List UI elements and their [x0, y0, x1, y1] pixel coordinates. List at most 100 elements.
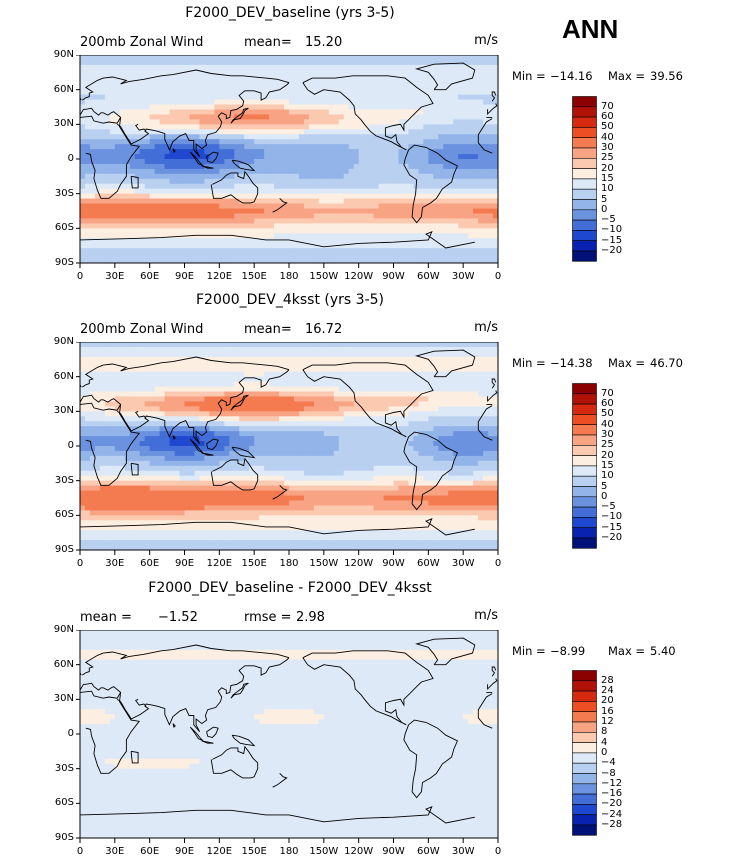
field-cell	[189, 134, 195, 140]
field-cell	[169, 55, 175, 61]
field-cell	[483, 139, 489, 145]
field-cell	[154, 401, 161, 407]
field-cell	[269, 163, 275, 170]
field-cell	[154, 371, 161, 378]
field-cell	[338, 149, 345, 155]
field-cell	[488, 173, 494, 180]
field-cell	[368, 183, 374, 190]
field-cell	[284, 94, 290, 100]
field-cell	[433, 193, 439, 200]
field-cell	[448, 376, 454, 383]
field-cell	[388, 149, 394, 155]
field-cell	[388, 99, 394, 105]
field-cell	[239, 411, 245, 417]
field-cell	[303, 228, 310, 234]
field-cell	[219, 391, 225, 397]
field-cell	[468, 114, 474, 120]
field-cell	[448, 361, 454, 368]
field-cell	[104, 346, 111, 353]
field-cell	[134, 163, 141, 170]
field-cell	[199, 183, 205, 190]
field-cell	[373, 119, 379, 125]
field-cell	[363, 361, 370, 368]
field-cell	[169, 218, 175, 224]
field-cell	[448, 228, 454, 234]
field-cell	[89, 188, 96, 195]
field-cell	[224, 168, 230, 175]
field-cell	[423, 173, 429, 180]
field-cell	[139, 178, 146, 185]
field-cell	[293, 173, 300, 180]
field-cell	[289, 188, 295, 195]
field-cell	[298, 188, 305, 195]
field-cell	[219, 74, 225, 81]
field-cell	[229, 361, 235, 368]
field-cell	[428, 94, 434, 100]
field-cell	[214, 366, 220, 373]
field-cell	[438, 396, 444, 402]
field-cell	[89, 64, 96, 71]
field-cell	[398, 94, 404, 100]
field-cell	[378, 99, 384, 105]
field-cell	[274, 248, 280, 254]
field-cell	[239, 59, 245, 66]
field-cell	[144, 139, 151, 145]
field-cell	[109, 361, 116, 368]
field-cell	[343, 346, 350, 353]
field-cell	[368, 69, 374, 76]
field-cell	[393, 406, 399, 412]
field-cell	[428, 144, 434, 150]
field-cell	[438, 119, 444, 125]
field-cell	[308, 154, 315, 160]
field-cell	[363, 218, 370, 224]
field-cell	[403, 183, 409, 190]
field-cell	[149, 69, 156, 76]
field-cell	[274, 208, 280, 214]
field-cell	[179, 371, 185, 378]
field-cell	[154, 228, 161, 234]
field-cell	[473, 84, 479, 91]
field-cell	[154, 104, 161, 110]
field-cell	[328, 376, 335, 383]
field-cell	[493, 119, 499, 125]
field-cell	[393, 188, 399, 195]
field-cell	[408, 396, 414, 402]
field-cell	[274, 79, 280, 86]
field-cell	[199, 124, 205, 130]
field-cell	[264, 233, 270, 239]
field-cell	[463, 129, 469, 135]
coastline	[79, 107, 493, 199]
field-cell	[318, 253, 325, 259]
field-cell	[368, 149, 374, 155]
field-cell	[119, 193, 126, 200]
field-cell	[149, 208, 156, 214]
field-cell	[303, 351, 310, 358]
field-cell	[423, 99, 429, 105]
field-cell	[473, 109, 479, 115]
field-cell	[80, 366, 86, 373]
field-cell	[448, 253, 454, 259]
field-cell	[244, 243, 250, 249]
field-cell	[308, 114, 315, 120]
field-cell	[363, 84, 370, 91]
field-cell	[373, 356, 379, 363]
field-cell	[328, 396, 335, 402]
field-cell	[284, 416, 290, 422]
field-cell	[428, 114, 434, 120]
field-cell	[318, 396, 325, 402]
field-cell	[458, 173, 464, 180]
field-cell	[298, 406, 305, 412]
field-cell	[234, 238, 240, 244]
field-cell	[179, 342, 185, 348]
field-cell	[149, 124, 156, 130]
field-cell	[154, 198, 161, 204]
field-cell	[264, 258, 270, 264]
field-cell	[184, 208, 190, 214]
field-cell	[373, 406, 379, 412]
field-cell	[318, 258, 325, 264]
field-cell	[124, 213, 131, 219]
field-cell	[154, 64, 161, 71]
field-cell	[94, 223, 101, 229]
field-cell	[114, 149, 121, 155]
field-cell	[94, 178, 101, 185]
